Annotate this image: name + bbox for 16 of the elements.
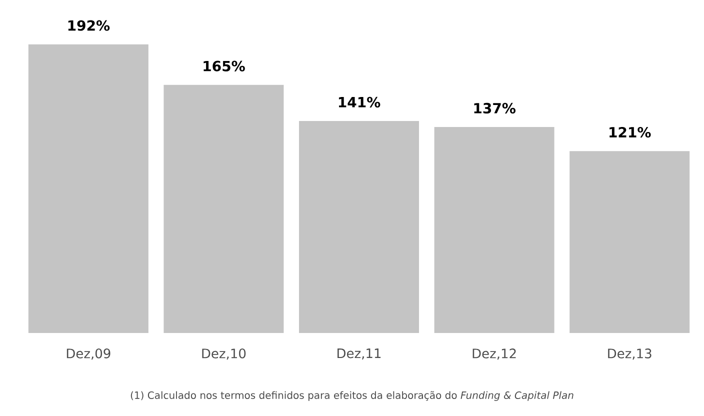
x-tick-label: Dez,11 <box>338 348 381 360</box>
bar <box>570 151 690 333</box>
bar <box>28 44 148 333</box>
x-tick-label: Dez,10 <box>202 348 246 360</box>
x-tick-label: Dez,12 <box>472 348 516 360</box>
data-label: 192% <box>68 20 110 31</box>
text: (1) Calculado nos termos definidos para efeitos da elaboração do Funding & Capital Plan <box>130 391 574 401</box>
data-label: 137% <box>474 102 516 114</box>
data-label: 121% <box>610 126 651 138</box>
x-tick-label: Dez,13 <box>608 348 652 360</box>
bar <box>299 121 419 333</box>
data-label: 165% <box>204 60 245 72</box>
x-tick-label: Dez,09 <box>66 348 110 360</box>
bar <box>434 127 554 333</box>
bar <box>164 84 284 333</box>
data-label: 141% <box>338 96 380 108</box>
